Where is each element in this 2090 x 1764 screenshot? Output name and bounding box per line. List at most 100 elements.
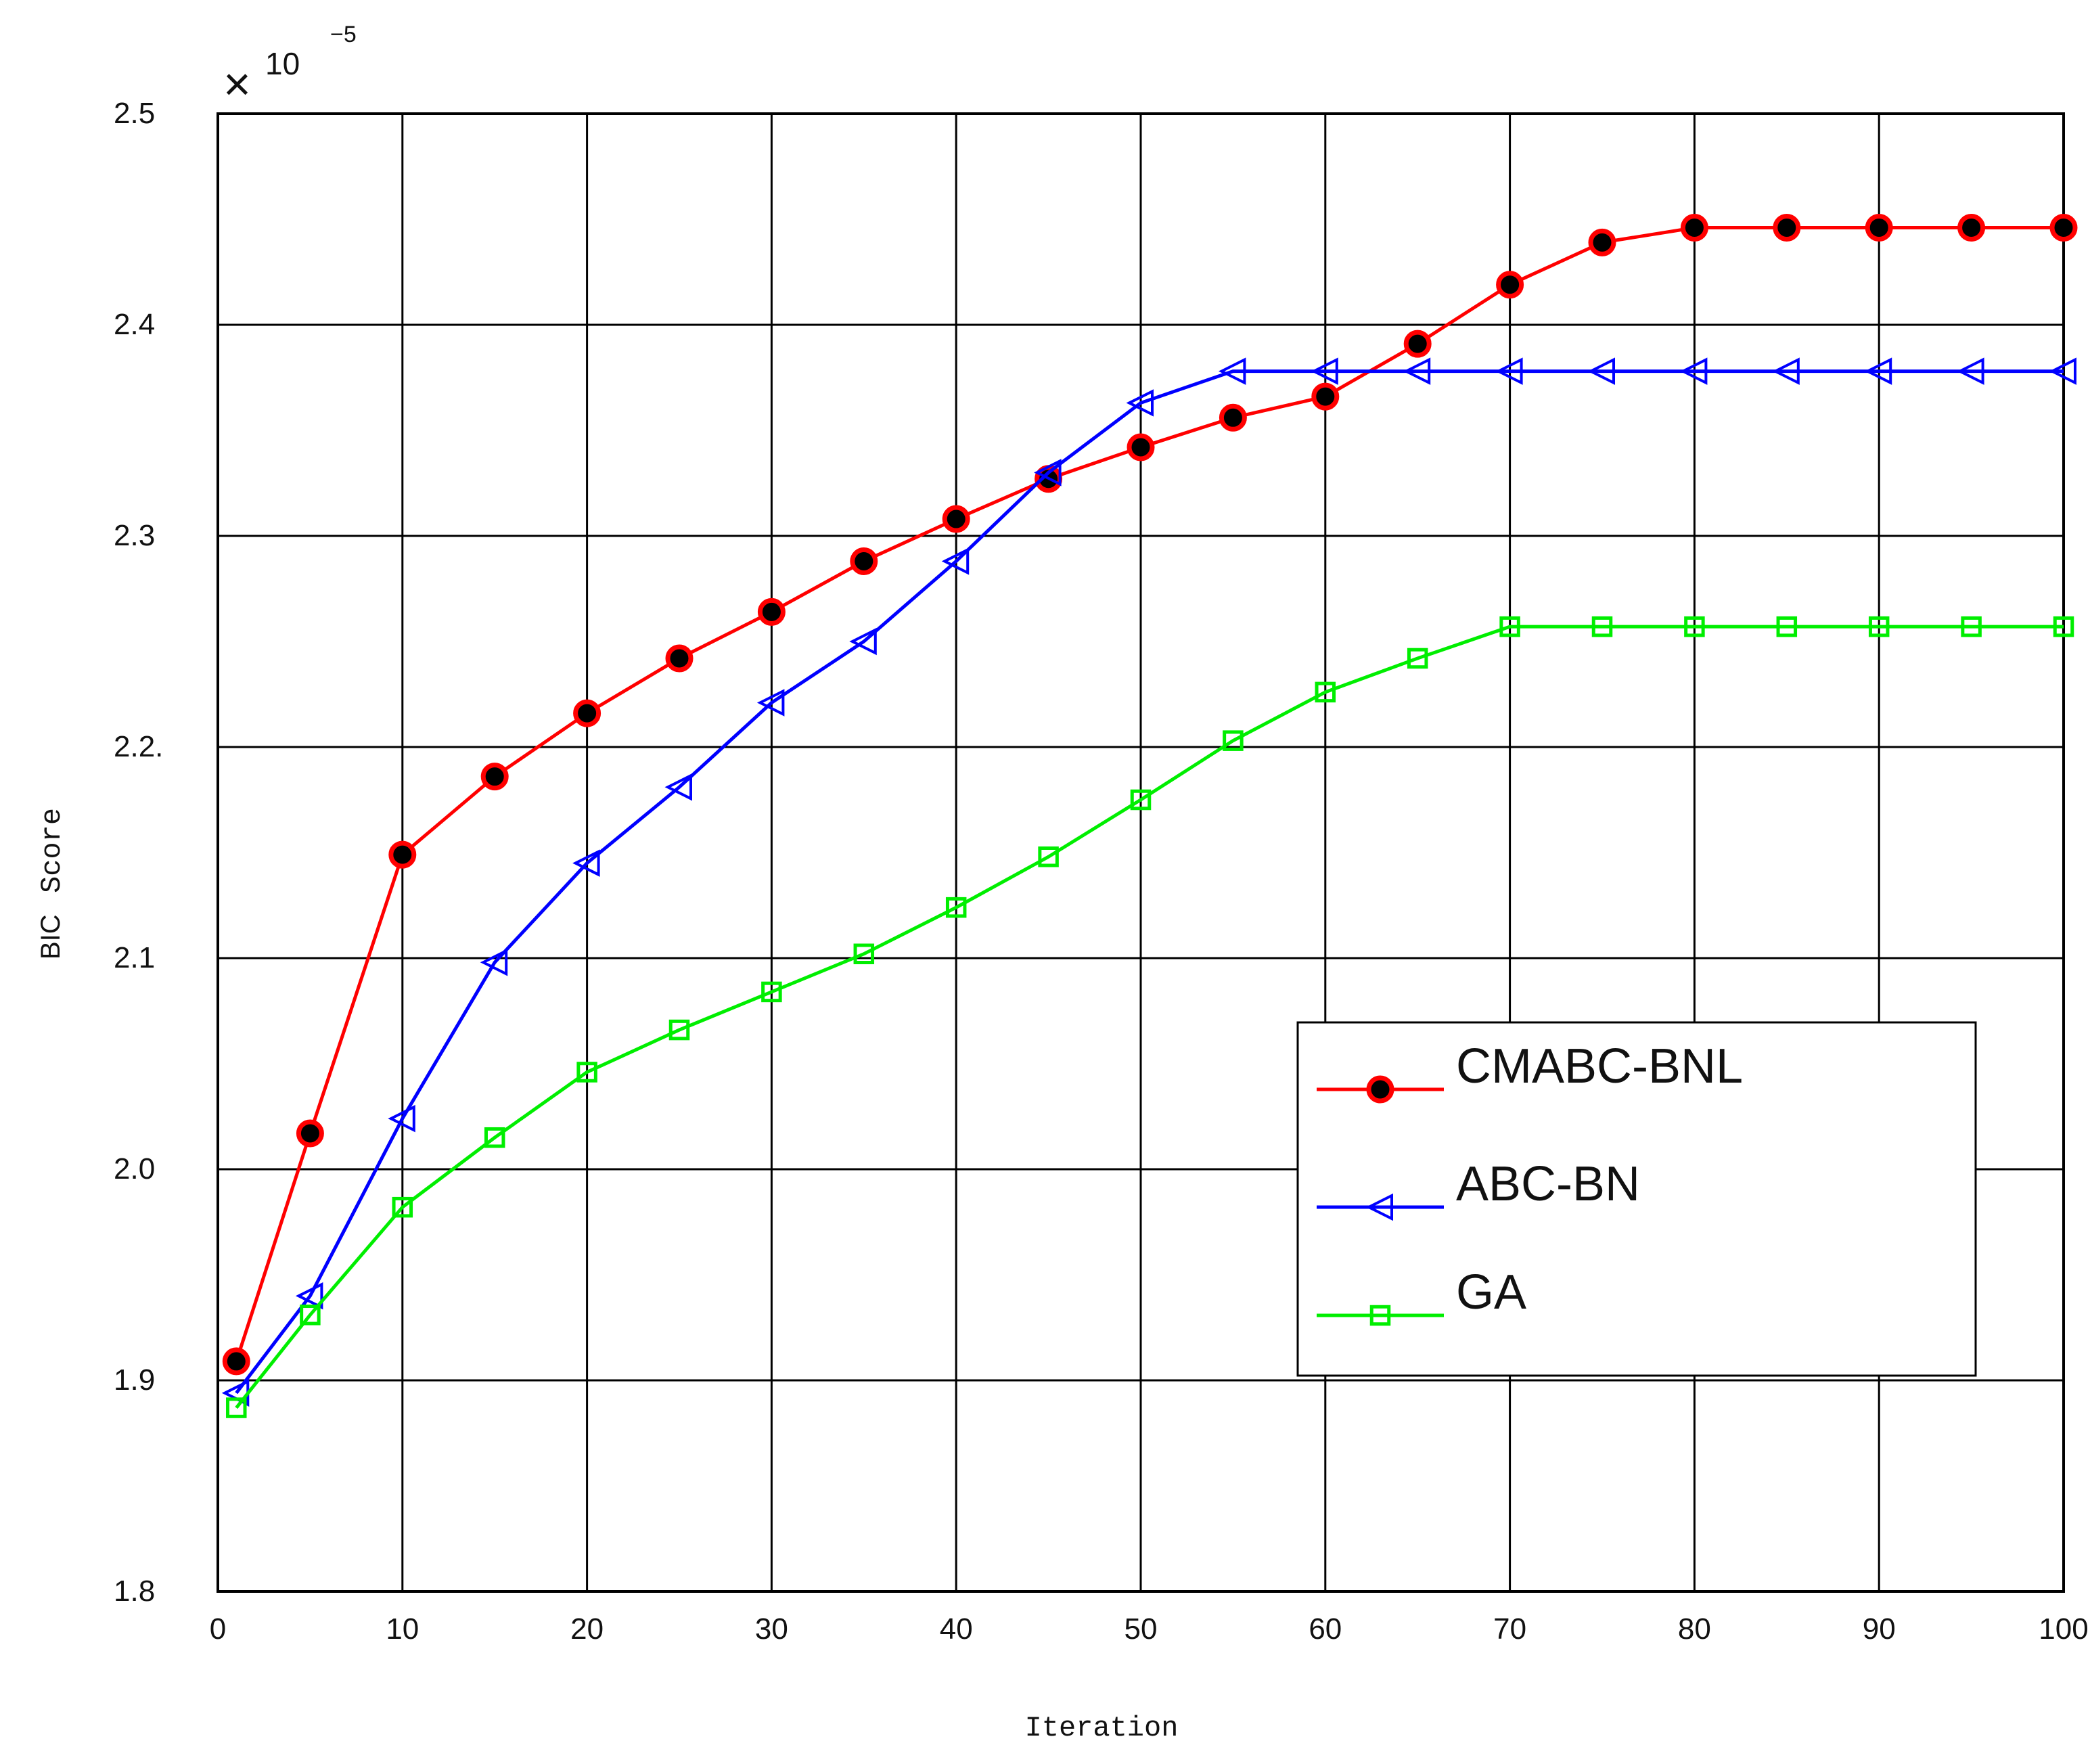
data-point-marker — [1311, 382, 1340, 411]
y-tick-label: 1.8 — [114, 1575, 155, 1608]
data-point-marker — [1369, 1305, 1391, 1326]
data-point-marker — [1219, 403, 1247, 432]
data-point-marker — [226, 1397, 247, 1418]
data-point-marker — [1315, 681, 1336, 703]
legend-label: GA — [1456, 1265, 1526, 1319]
series-ga — [226, 616, 2074, 1418]
legend-items: CMABC-BNL ABC-BN GA — [1317, 1039, 1743, 1326]
data-point-marker — [572, 849, 600, 877]
data-point-marker — [1776, 616, 1798, 637]
data-point-marker — [1587, 357, 1615, 385]
y-tick-label: 2.1 — [114, 941, 155, 974]
data-point-marker — [1679, 357, 1708, 385]
data-point-marker — [1957, 357, 1984, 385]
data-point-marker — [480, 949, 508, 976]
data-point-marker — [1218, 357, 1246, 385]
data-point-marker — [2049, 213, 2078, 242]
data-point-marker — [668, 1019, 690, 1041]
series-cmabc-bnl — [222, 213, 2078, 1376]
data-point-marker — [849, 627, 877, 656]
data-point-marker — [1591, 616, 1613, 637]
data-point-marker — [484, 1127, 505, 1148]
x-tick-label: 0 — [210, 1612, 226, 1646]
y-tick-label: 2.5 — [114, 97, 155, 130]
x-tick-label: 80 — [1678, 1612, 1711, 1646]
data-point-marker — [295, 1282, 323, 1310]
x-tick-label: 10 — [386, 1612, 419, 1646]
x-tick-label: 100 — [2039, 1612, 2088, 1646]
data-point-marker — [300, 1305, 321, 1326]
y-tick-label: 2.2. — [114, 730, 163, 763]
legend-item: GA — [1317, 1265, 1526, 1326]
data-point-marker — [1366, 1075, 1394, 1104]
data-point-marker — [1130, 789, 1152, 811]
data-point-marker — [1126, 389, 1154, 417]
data-point-marker — [1407, 648, 1428, 669]
data-point-marker — [761, 981, 782, 1003]
data-point-marker — [757, 597, 786, 626]
x-tick-label: 20 — [570, 1612, 604, 1646]
data-point-marker — [222, 1347, 250, 1376]
data-point-marker — [2053, 616, 2074, 637]
data-point-marker — [1499, 616, 1520, 637]
legend-label: CMABC-BNL — [1456, 1039, 1743, 1093]
legend-item: CMABC-BNL — [1317, 1039, 1743, 1104]
data-point-marker — [1496, 271, 1524, 299]
data-point-marker — [664, 773, 692, 801]
data-point-marker — [941, 547, 970, 575]
data-point-marker — [388, 840, 417, 869]
data-point-marker — [392, 1196, 413, 1218]
data-point-marker — [853, 943, 875, 965]
data-point-marker — [945, 897, 967, 918]
data-point-marker — [1684, 616, 1705, 637]
data-point-marker — [573, 699, 601, 727]
data-point-marker — [1034, 459, 1062, 487]
data-point-marker — [1957, 213, 1986, 242]
y-tick-label: 2.4 — [114, 308, 155, 341]
y-tick-label: 2.3 — [114, 519, 155, 552]
y-tick-label: 1.9 — [114, 1363, 155, 1397]
data-point-marker — [576, 1062, 597, 1083]
data-point-marker — [1680, 213, 1708, 242]
x-tick-label: 30 — [755, 1612, 788, 1646]
data-point-marker — [756, 689, 785, 717]
data-point-marker — [1868, 616, 1890, 637]
data-point-marker — [1961, 616, 1982, 637]
data-point-marker — [1403, 357, 1431, 385]
data-point-marker — [1495, 357, 1523, 385]
series-line — [235, 625, 2064, 1409]
plot-area-frame — [217, 112, 2065, 1593]
x-tick-label: 70 — [1493, 1612, 1526, 1646]
data-point-marker — [1223, 730, 1244, 751]
data-point-marker — [296, 1119, 324, 1148]
data-point-marker — [1127, 433, 1155, 461]
y-axis-label-sub: Score — [36, 808, 68, 893]
data-point-marker — [1311, 357, 1338, 385]
data-point-marker — [942, 505, 970, 533]
x-axis-label: Iteration — [1025, 1712, 1179, 1744]
data-point-marker — [850, 547, 878, 575]
y-tick-label: 2.0 — [114, 1152, 155, 1185]
legend: CMABC-BNL ABC-BN GA — [1296, 1021, 1977, 1377]
series-lines — [221, 213, 2078, 1418]
tick-labels: 0 10 20 30 40 50 60 70 80 90 100 1.8 1.9 2.0 2.1 2.2. 2.… — [114, 97, 2089, 1646]
data-point-marker — [480, 763, 509, 791]
data-point-marker — [1773, 213, 1801, 242]
data-point-marker — [1365, 1193, 1393, 1221]
exponent-base: 10 — [265, 46, 300, 81]
data-point-marker — [2049, 357, 2076, 385]
axis-exponent: × 10 −5 — [223, 22, 357, 110]
data-point-marker — [1864, 357, 1892, 385]
x-tick-label: 40 — [940, 1612, 973, 1646]
data-point-marker — [1772, 357, 1800, 385]
data-point-marker — [1038, 846, 1059, 867]
x-tick-label: 90 — [1863, 1612, 1896, 1646]
x-tick-label: 60 — [1309, 1612, 1342, 1646]
series-abc-bn — [221, 357, 2076, 1407]
y-axis-label-main: BIC — [36, 914, 66, 959]
legend-item: ABC-BN — [1317, 1157, 1640, 1221]
series-line — [235, 369, 2064, 1395]
data-point-marker — [1588, 228, 1616, 256]
